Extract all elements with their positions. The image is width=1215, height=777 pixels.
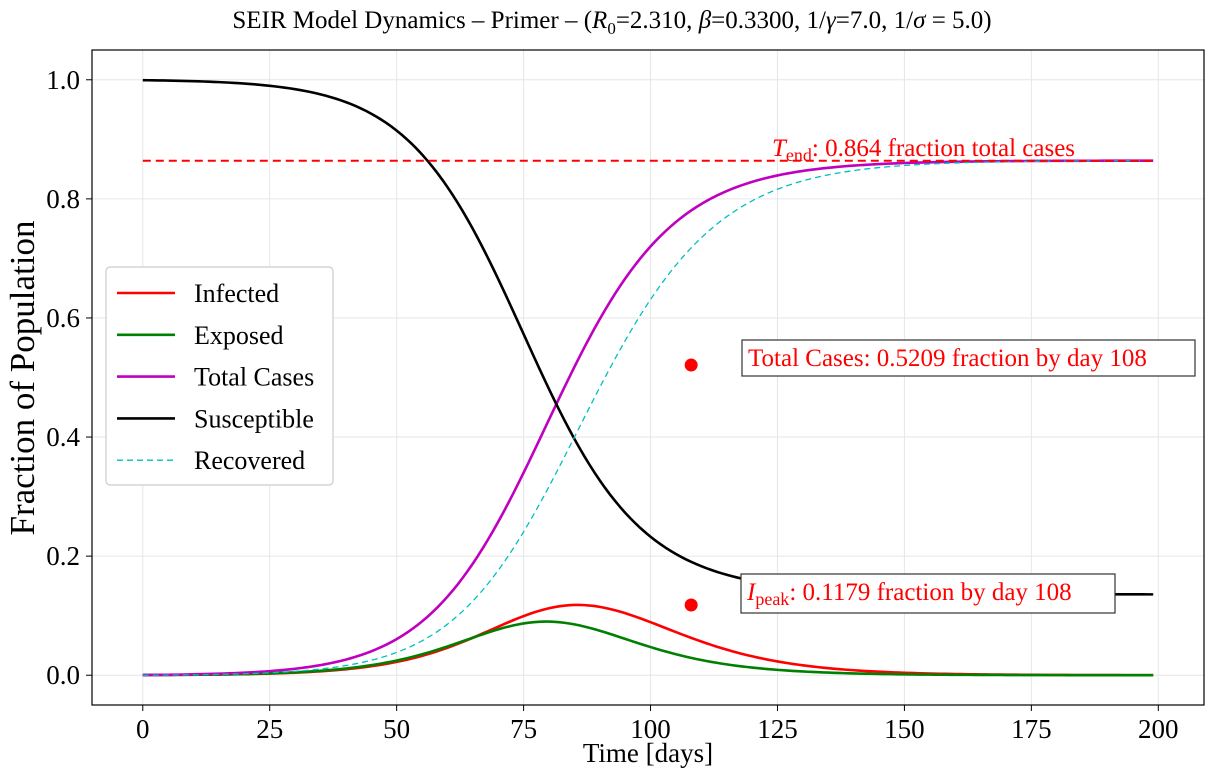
- x-tick-label: 25: [256, 714, 283, 744]
- legend-label-infected: Infected: [194, 279, 279, 308]
- legend: Infected Exposed Total Cases Susceptible Rec…: [105, 266, 334, 486]
- x-tick-label: 75: [510, 714, 537, 744]
- y-axis-label: Fraction of Population: [3, 221, 42, 536]
- marker-point-1: [684, 358, 698, 372]
- series-total-cases-line: [142, 159, 1154, 677]
- y-tick-label: 0.4: [46, 422, 80, 452]
- ipeak-annotation-box: [740, 573, 1116, 614]
- x-tick-label: 100: [630, 714, 671, 744]
- tend-annotation: Tend: 0.864 fraction total cases: [772, 135, 1075, 165]
- x-tick-label: 50: [383, 714, 410, 744]
- x-tick-label: 0: [136, 714, 150, 744]
- series-infected-line: [142, 603, 1154, 677]
- x-tick-label: 150: [884, 714, 925, 744]
- x-ticks: 0 25 50 75 100 125 150 175 200: [136, 705, 1179, 744]
- series-recovered-line: [142, 160, 1154, 676]
- y-tick-label: 0.8: [46, 184, 80, 214]
- x-tick-label: 125: [757, 714, 798, 744]
- y-tick-label: 0.0: [46, 660, 80, 690]
- legend-label-total-cases: Total Cases: [194, 363, 314, 392]
- y-ticks: 0.0 0.2 0.4 0.6 0.8 1.0: [46, 65, 92, 690]
- total-cases-annotation: Total Cases: 0.5209 fraction by day 108: [748, 345, 1147, 372]
- x-tick-label: 175: [1011, 714, 1052, 744]
- y-tick-label: 0.6: [46, 303, 80, 333]
- plot-frame: [91, 49, 1205, 706]
- legend-label-exposed: Exposed: [194, 321, 284, 350]
- ipeak-annotation: Ipeak: 0.1179 fraction by day 108: [746, 579, 1072, 609]
- y-tick-label: 1.0: [46, 65, 80, 95]
- marker-point-2: [684, 598, 698, 612]
- x-axis-label: Time [days]: [583, 738, 713, 768]
- legend-box: [105, 266, 334, 486]
- series-exposed-line: [142, 620, 1154, 677]
- y-tick-label: 0.2: [46, 541, 80, 571]
- legend-label-susceptible: Susceptible: [194, 404, 314, 433]
- total-cases-annotation-box: [741, 339, 1196, 377]
- chart-title: SEIR Model Dynamics – Primer – (R0=2.310…: [232, 7, 991, 38]
- legend-label-recovered: Recovered: [194, 446, 305, 475]
- x-tick-label: 200: [1138, 714, 1179, 744]
- markers: [684, 358, 698, 612]
